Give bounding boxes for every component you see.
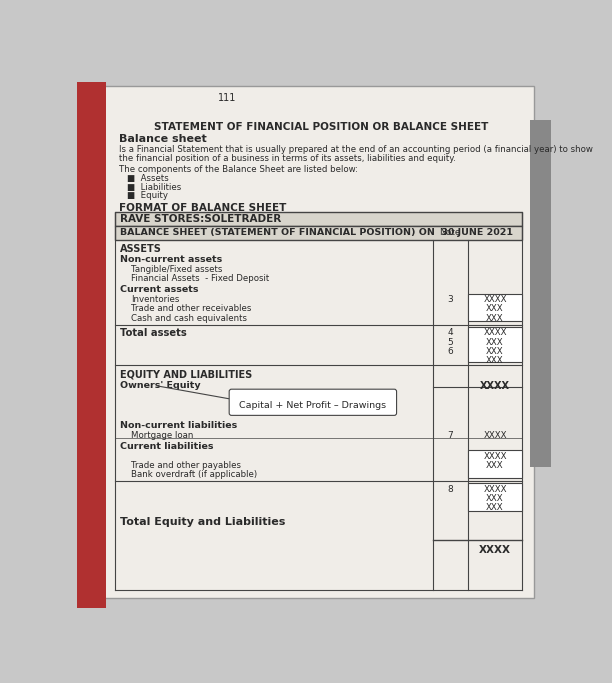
- FancyBboxPatch shape: [229, 389, 397, 415]
- Text: BALANCE SHEET (STATEMENT OF FINANCIAL POSITION) ON  30 JUNE 2021: BALANCE SHEET (STATEMENT OF FINANCIAL PO…: [120, 228, 513, 237]
- FancyBboxPatch shape: [88, 86, 534, 598]
- Text: Non-current assets: Non-current assets: [120, 255, 222, 264]
- Text: ■  Assets: ■ Assets: [127, 174, 169, 183]
- Text: ■  Liabilities: ■ Liabilities: [127, 183, 181, 192]
- Text: XXX: XXX: [486, 347, 504, 356]
- Text: The components of the Balance Sheet are listed below:: The components of the Balance Sheet are …: [119, 165, 358, 174]
- Text: Owners' Equity: Owners' Equity: [120, 380, 201, 390]
- Text: XXXX: XXXX: [483, 485, 507, 494]
- Text: FORMAT OF BALANCE SHEET: FORMAT OF BALANCE SHEET: [119, 203, 286, 213]
- Text: Non-current liabilities: Non-current liabilities: [120, 421, 237, 430]
- Text: Tangible/Fixed assets: Tangible/Fixed assets: [131, 265, 222, 274]
- Text: ASSETS: ASSETS: [120, 245, 162, 255]
- Text: XXX: XXX: [486, 313, 504, 323]
- Text: Capital + Net Profit – Drawings: Capital + Net Profit – Drawings: [239, 401, 386, 410]
- Text: RAVE STORES:SOLETRADER: RAVE STORES:SOLETRADER: [120, 214, 281, 225]
- Text: Current liabilities: Current liabilities: [120, 443, 214, 451]
- Text: XXXX: XXXX: [483, 431, 507, 440]
- Text: Inventories: Inventories: [131, 295, 179, 304]
- Text: 6: 6: [447, 347, 453, 356]
- Text: ■  Equity: ■ Equity: [127, 191, 168, 200]
- Text: XXXX: XXXX: [479, 545, 511, 555]
- Text: STATEMENT OF FINANCIAL POSITION OR BALANCE SHEET: STATEMENT OF FINANCIAL POSITION OR BALAN…: [154, 122, 488, 132]
- Text: XXX: XXX: [486, 356, 504, 365]
- Text: XXX: XXX: [486, 494, 504, 503]
- Text: Cash and cash equivalents: Cash and cash equivalents: [131, 313, 247, 323]
- FancyBboxPatch shape: [468, 450, 522, 477]
- Text: XXX: XXX: [486, 305, 504, 313]
- Text: Total assets: Total assets: [120, 329, 187, 338]
- FancyBboxPatch shape: [468, 294, 522, 322]
- FancyBboxPatch shape: [468, 327, 522, 362]
- Text: XXX: XXX: [486, 503, 504, 512]
- Text: Bank overdraft (if applicable): Bank overdraft (if applicable): [131, 470, 257, 479]
- FancyBboxPatch shape: [530, 120, 551, 467]
- Text: XXX: XXX: [486, 461, 504, 470]
- Text: XXXX: XXXX: [483, 451, 507, 460]
- Text: the financial position of a business in terms of its assets, liabilities and equ: the financial position of a business in …: [119, 154, 456, 163]
- FancyBboxPatch shape: [76, 82, 106, 608]
- Text: 4: 4: [447, 329, 453, 337]
- FancyBboxPatch shape: [468, 483, 522, 511]
- Text: Balance sheet: Balance sheet: [119, 135, 207, 144]
- Text: 3: 3: [447, 295, 453, 304]
- Text: XXX: XXX: [486, 337, 504, 346]
- FancyBboxPatch shape: [115, 212, 522, 226]
- FancyBboxPatch shape: [115, 226, 522, 240]
- Text: Is a Financial Statement that is usually prepared at the end of an accounting pe: Is a Financial Statement that is usually…: [119, 145, 593, 154]
- Text: Trade and other payables: Trade and other payables: [131, 461, 241, 470]
- Text: Financial Assets  - Fixed Deposit: Financial Assets - Fixed Deposit: [131, 275, 269, 283]
- Text: Mortgage loan: Mortgage loan: [131, 431, 193, 440]
- Text: 5: 5: [447, 337, 453, 346]
- Text: 8: 8: [447, 485, 453, 494]
- Text: Trade and other receivables: Trade and other receivables: [131, 305, 251, 313]
- Text: EQUITY AND LIABILITIES: EQUITY AND LIABILITIES: [120, 370, 252, 380]
- Text: Total Equity and Liabilities: Total Equity and Liabilities: [120, 517, 285, 527]
- Text: 7: 7: [447, 431, 453, 440]
- Text: 111: 111: [218, 93, 237, 102]
- Text: Current assets: Current assets: [120, 285, 198, 294]
- Text: XXXX: XXXX: [483, 295, 507, 304]
- Text: XXXX: XXXX: [480, 380, 510, 391]
- Text: Note: Note: [439, 228, 461, 237]
- Text: XXXX: XXXX: [483, 329, 507, 337]
